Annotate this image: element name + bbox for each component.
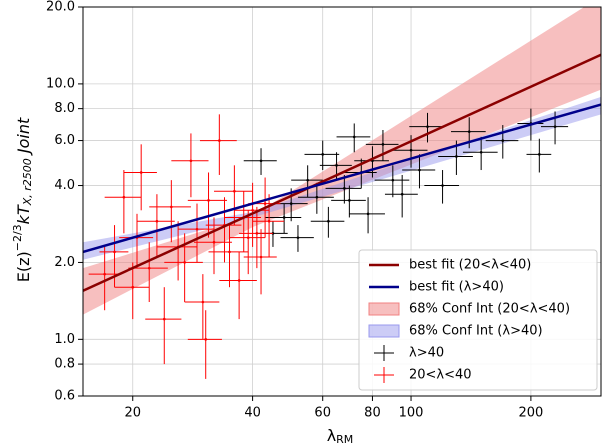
legend-handle (368, 324, 400, 338)
point (212, 240, 216, 244)
y-axis-label: E(z)−2/3kTX, r2500 Joint (11, 117, 34, 282)
y-tick-label: 20.0 (46, 0, 75, 15)
point (246, 236, 250, 239)
y-tick-label: 0.8 (54, 357, 75, 372)
point (237, 279, 241, 282)
point (479, 150, 483, 154)
point (170, 205, 173, 209)
point (147, 266, 151, 270)
point (282, 216, 286, 219)
point (183, 261, 186, 264)
point (204, 338, 208, 341)
point (467, 130, 471, 133)
point (391, 178, 395, 182)
point (267, 219, 271, 223)
point (306, 178, 309, 182)
y-label-part: E(z) (14, 251, 33, 282)
x-tick-label: 60 (314, 406, 331, 421)
ticks: 20 40 60 80 100 200 0.6 0.8 1.0 2.0 4.0 6.0 8.0 10.0 2… (46, 0, 543, 421)
y-label-sub: X, r2500 (21, 158, 34, 206)
x-tick-label: 40 (244, 406, 261, 421)
point (553, 125, 557, 128)
x-axis-label: λRM (327, 426, 354, 447)
point (131, 285, 135, 289)
point (335, 164, 338, 167)
point (327, 219, 330, 223)
y-label-part: Joint (14, 117, 33, 158)
point (162, 317, 166, 321)
legend-box (358, 249, 598, 391)
point (263, 202, 267, 205)
point (155, 219, 159, 223)
point (538, 153, 541, 156)
point (271, 232, 275, 235)
y-tick-label: 8.0 (54, 101, 75, 116)
point (315, 195, 319, 199)
y-tick-label: 1.0 (54, 332, 75, 347)
point (343, 187, 346, 190)
point (207, 199, 210, 202)
y-tick-label: 0.6 (54, 389, 75, 404)
point (296, 236, 300, 239)
point (251, 208, 254, 212)
legend-label: λ>40 (409, 346, 444, 361)
y-label-sup: −2/3 (11, 224, 24, 251)
y-label-part: kT (14, 204, 33, 224)
legend-handle (368, 302, 400, 316)
point (441, 184, 444, 187)
y-tick-label: 6.0 (54, 133, 75, 148)
legend-label: 20<λ<40 (409, 368, 472, 383)
point (113, 250, 116, 254)
point (228, 250, 231, 254)
legend-label: 68% Conf Int (20<λ<40) (409, 302, 570, 317)
legend: best fit (20<λ<40) best fit (λ>40) 68% Con… (358, 249, 598, 391)
point (321, 153, 325, 156)
x-label-sub: RM (336, 433, 353, 446)
x-tick-label: 80 (364, 406, 381, 421)
point (418, 168, 421, 172)
point (400, 192, 404, 196)
point (233, 189, 236, 193)
legend-label: best fit (λ>40) (409, 280, 504, 295)
legend-label: best fit (20<λ<40) (409, 258, 531, 273)
marks (83, 7, 601, 379)
point (189, 159, 193, 163)
point (426, 125, 429, 128)
point (289, 202, 293, 205)
confidence-band (83, 7, 601, 315)
x-label-main: λ (327, 426, 336, 445)
axes-frame (82, 6, 602, 397)
point (218, 139, 221, 142)
point (103, 272, 106, 276)
point (139, 171, 143, 174)
point (501, 139, 505, 142)
point (122, 195, 126, 199)
point (259, 255, 263, 259)
x-tick-label: 200 (518, 406, 543, 421)
point (195, 227, 199, 231)
y-tick-label: 10.0 (46, 76, 75, 91)
point (255, 232, 259, 235)
legend-label: 68% Conf Int (λ>40) (409, 324, 543, 339)
point (348, 199, 351, 202)
point (352, 135, 356, 139)
y-tick-label: 4.0 (54, 178, 75, 193)
point (455, 155, 458, 158)
fit-line (83, 103, 601, 254)
point (409, 148, 413, 152)
x-tick-label: 20 (124, 406, 141, 421)
y-tick-label: 2.0 (54, 255, 75, 270)
point (366, 212, 370, 216)
confidence-band (83, 96, 601, 260)
point (259, 159, 263, 163)
x-tick-label: 100 (399, 406, 424, 421)
fit-line (83, 53, 601, 292)
point (201, 300, 205, 304)
point (381, 143, 385, 146)
